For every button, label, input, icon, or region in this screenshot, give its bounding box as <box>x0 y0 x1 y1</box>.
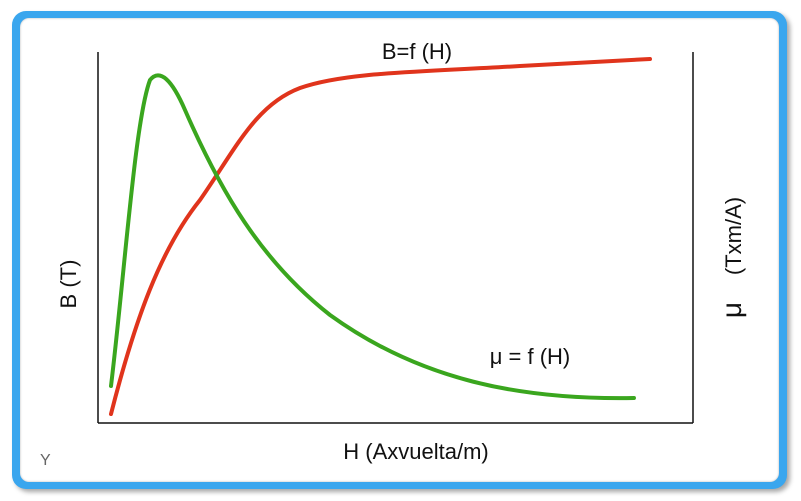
b-curve <box>109 57 652 416</box>
right-axis-label: μ (Txm/A) <box>716 197 747 318</box>
left-axis-label: B (T) <box>56 260 81 309</box>
x-axis-label: H (Axvuelta/m) <box>343 439 488 464</box>
right-axis-unit: (Txm/A) <box>721 197 746 275</box>
mu-curve-label: μ = f (H) <box>490 344 571 369</box>
corner-label: Y <box>40 452 51 469</box>
mu-symbol: μ <box>716 302 747 318</box>
b-curve-label: B=f (H) <box>382 39 452 64</box>
mu-curve <box>109 73 636 401</box>
